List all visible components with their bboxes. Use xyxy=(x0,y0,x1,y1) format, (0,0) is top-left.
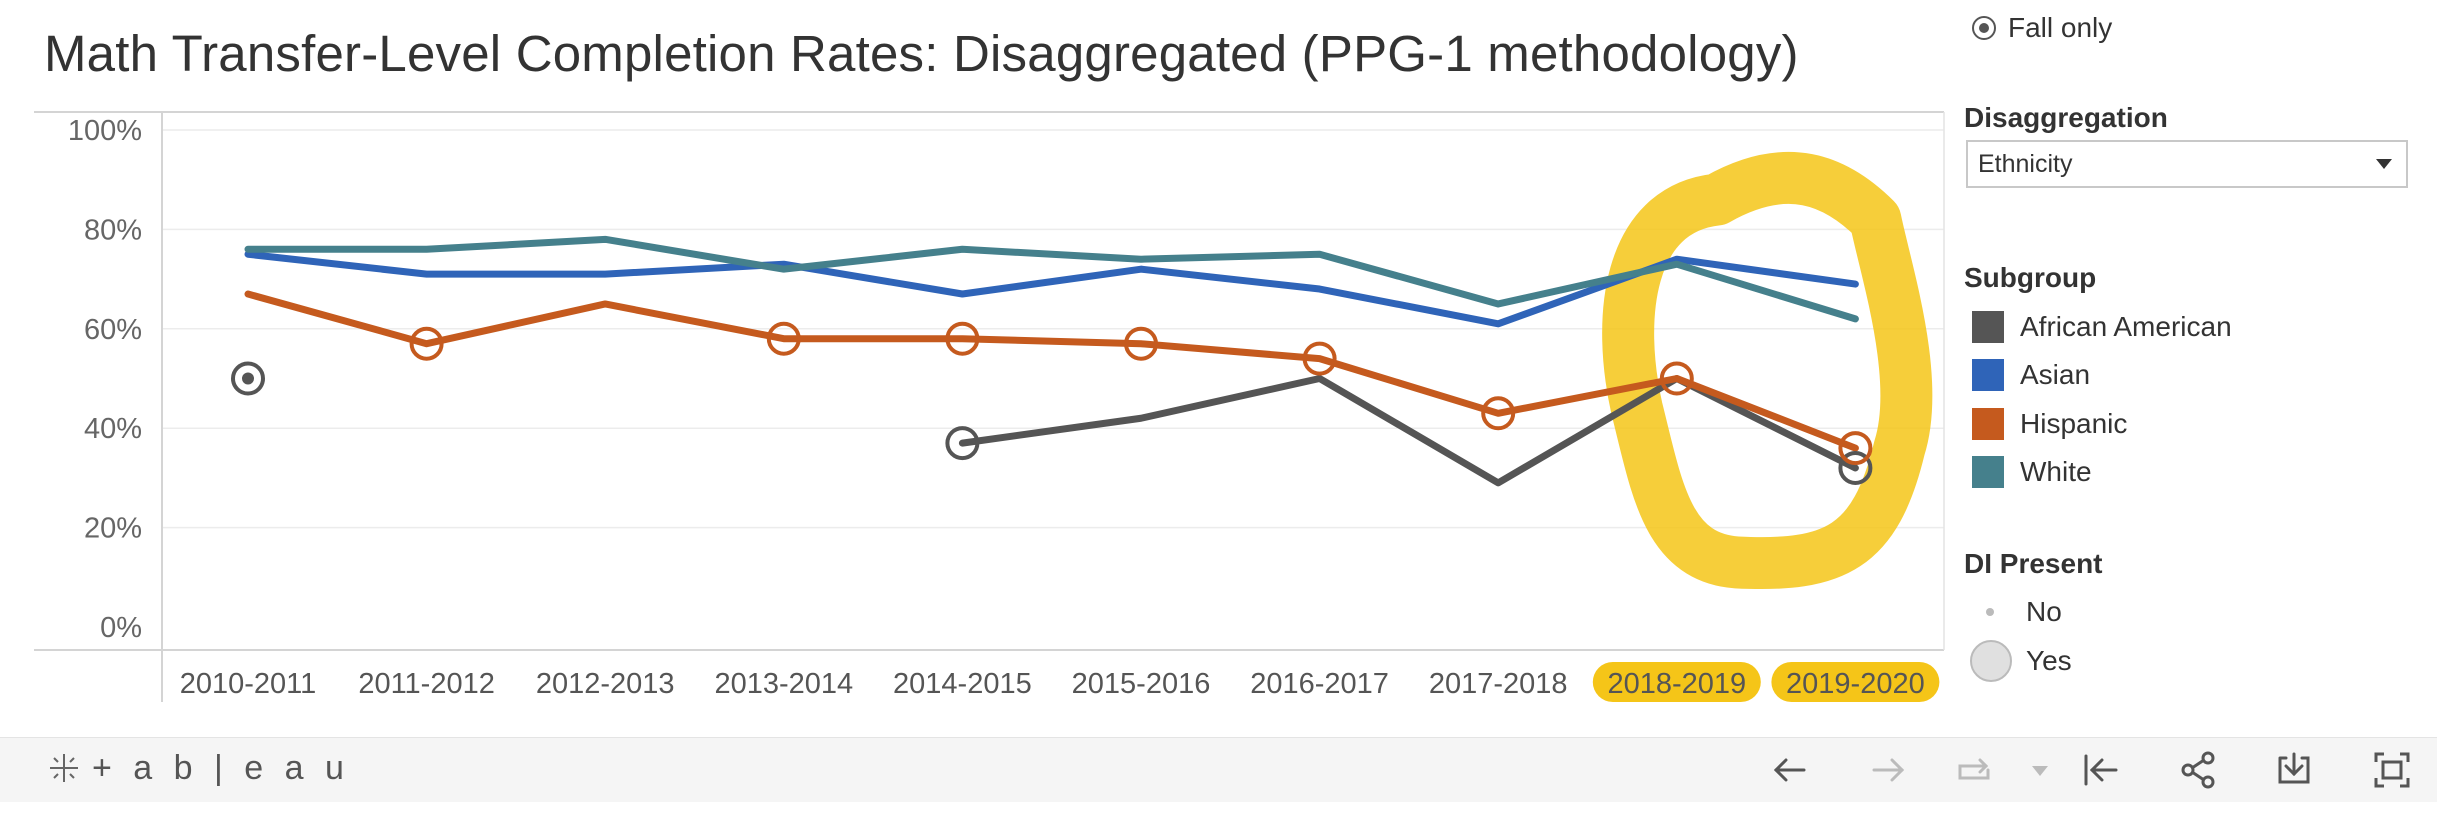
dropdown-arrow-icon[interactable] xyxy=(2018,748,2062,792)
download-icon[interactable] xyxy=(2272,748,2316,792)
tableau-logo[interactable]: + a b | e a u xyxy=(44,748,350,788)
x-tick-label: 2011-2012 xyxy=(358,668,495,700)
legend-label: White xyxy=(2020,456,2092,487)
di-marker-hispanic xyxy=(1302,341,1337,376)
highlight-pill-2019-2020 xyxy=(1771,662,1940,702)
x-tick-label: 2013-2014 xyxy=(714,668,853,700)
highlight-annotations xyxy=(1592,151,1940,702)
y-tick-label: 0% xyxy=(100,612,142,644)
x-tick-label: 2012-2013 xyxy=(536,668,675,700)
x-axis-ticks: 2010-2011 2011-2012 2012-2013 2013-2014 2014… xyxy=(180,668,1925,700)
legend-swatch xyxy=(1972,311,2004,343)
y-tick-label: 40% xyxy=(84,413,142,445)
chart-title: Math Transfer-Level Completion Rates: Di… xyxy=(44,25,1799,82)
disaggregation-select[interactable]: Ethnicity xyxy=(1966,140,2408,188)
subgroup-legend-heading: Subgroup xyxy=(1964,262,2097,293)
series-lines xyxy=(244,235,1859,487)
x-tick-label: 2015-2016 xyxy=(1072,668,1211,700)
legend-label: Asian xyxy=(2020,359,2091,390)
di-markers xyxy=(231,321,1873,485)
disaggregation-value: Ethnicity xyxy=(1978,149,2073,178)
di-marker-hispanic xyxy=(945,321,980,356)
di-legend-label: No xyxy=(2026,596,2062,627)
legend-label: Hispanic xyxy=(2020,408,2128,439)
legend-label: African American xyxy=(2020,311,2232,342)
x-tick-label: 2010-2011 xyxy=(180,668,317,700)
y-axis-ticks: 0% 20% 40% 60% 80% 100% xyxy=(68,115,142,644)
tableau-cross-icon xyxy=(50,754,78,782)
x-tick-label: 2017-2018 xyxy=(1429,668,1568,700)
term-filter-label: Fall only xyxy=(2008,12,2113,43)
legend-swatch xyxy=(1972,359,2004,391)
di-marker-african-american xyxy=(945,426,980,461)
di-marker-hispanic xyxy=(1838,431,1873,466)
di-marker-hispanic xyxy=(409,326,444,361)
revert-icon[interactable] xyxy=(1952,748,1996,792)
di-marker-african-american xyxy=(231,361,265,396)
disaggregation-heading: Disaggregation xyxy=(1964,102,2168,133)
legend-item-white[interactable]: White xyxy=(1972,456,2092,488)
di-legend-item-yes[interactable]: Yes xyxy=(1970,640,2072,682)
legend-swatch xyxy=(1972,456,2004,488)
series-line-white xyxy=(244,235,1859,323)
di-marker-hispanic xyxy=(1481,396,1516,431)
y-tick-label: 100% xyxy=(68,115,142,147)
di-legend-heading: DI Present xyxy=(1964,548,2103,579)
x-tick-label: 2014-2015 xyxy=(893,668,1032,700)
legend-item-african-american[interactable]: African American xyxy=(1972,311,2232,343)
highlight-ellipse xyxy=(1602,151,1933,590)
series-line-hispanic xyxy=(244,290,1859,452)
reset-icon[interactable] xyxy=(2078,748,2122,792)
di-marker-hispanic xyxy=(1659,361,1694,396)
x-tick-label: 2016-2017 xyxy=(1250,668,1389,700)
share-icon[interactable] xyxy=(2176,748,2220,792)
legend-item-asian[interactable]: Asian xyxy=(1972,359,2090,391)
di-legend-item-no[interactable]: No xyxy=(1986,596,2062,628)
x-tick-label: 2019-2020 xyxy=(1786,668,1925,700)
undo-icon[interactable] xyxy=(1768,748,1812,792)
tableau-toolbar: + a b | e a u xyxy=(0,737,2437,802)
di-marker-hispanic xyxy=(1124,326,1158,361)
chevron-down-icon[interactable] xyxy=(2376,159,2392,169)
term-filter-fall-only[interactable]: Fall only xyxy=(1972,12,2112,44)
large-circle-icon xyxy=(1970,640,2012,682)
highlight-pill-2018-2019 xyxy=(1592,662,1761,702)
fullscreen-icon[interactable] xyxy=(2370,748,2414,792)
y-tick-label: 80% xyxy=(84,214,142,246)
point-african-american xyxy=(242,372,254,385)
legend-swatch xyxy=(1972,408,2004,440)
chart-frame xyxy=(34,111,1945,702)
di-marker-african-american xyxy=(1838,450,1873,485)
series-line-asian xyxy=(244,250,1859,328)
y-tick-label: 20% xyxy=(84,513,142,545)
legend-item-hispanic[interactable]: Hispanic xyxy=(1972,408,2127,440)
radio-selected-icon[interactable] xyxy=(1972,16,1996,40)
di-marker-hispanic xyxy=(766,321,801,356)
tableau-wordmark: + a b | e a u xyxy=(92,748,350,787)
small-dot-icon xyxy=(1986,608,1994,616)
x-tick-label: 2018-2019 xyxy=(1607,668,1746,700)
y-tick-label: 60% xyxy=(84,314,142,346)
di-legend-label: Yes xyxy=(2026,645,2072,676)
redo-icon[interactable] xyxy=(1866,748,1910,792)
